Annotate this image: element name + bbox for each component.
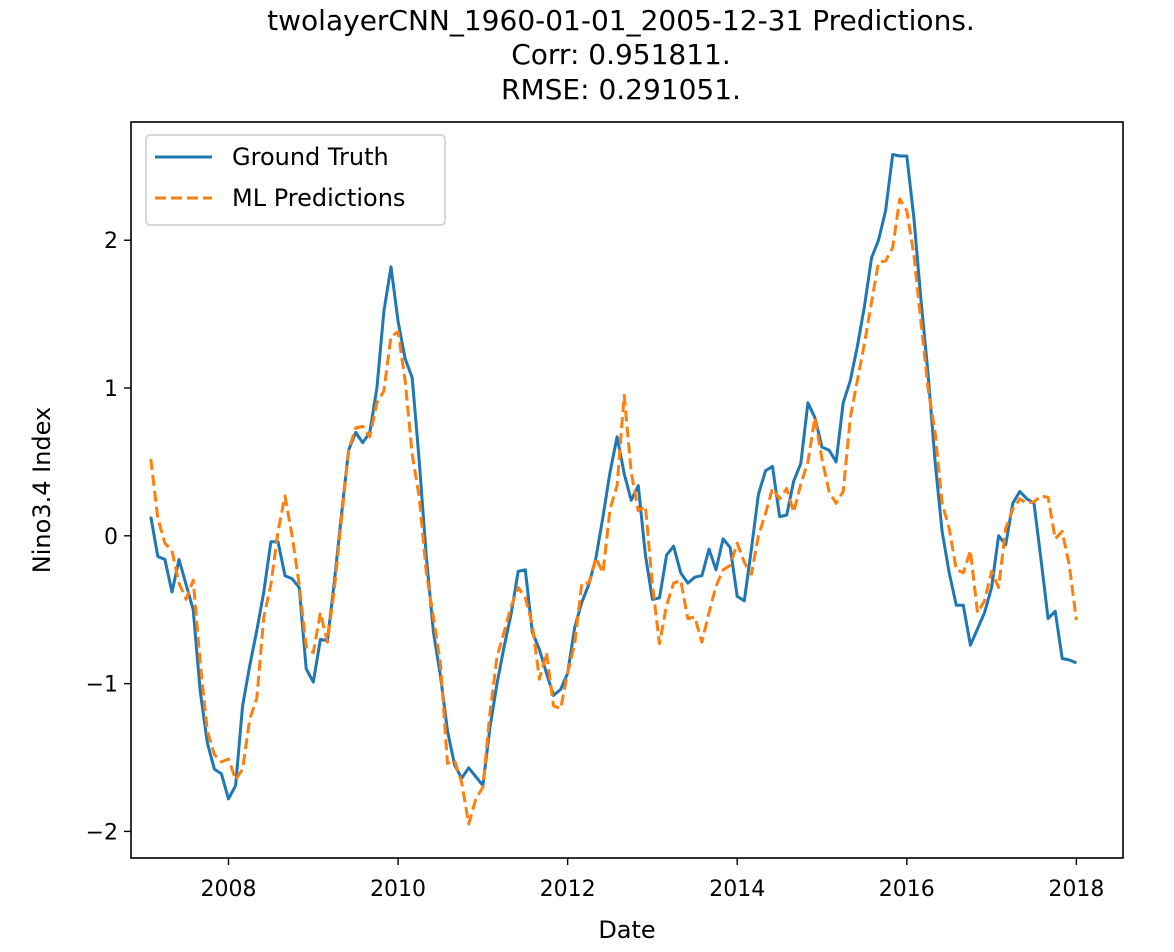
chart-title-line-3: RMSE: 0.291051. [501, 73, 741, 106]
x-tick-label: 2010 [370, 877, 426, 902]
y-tick-label: −1 [86, 673, 118, 698]
chart-title-line-2: Corr: 0.951811. [511, 38, 731, 71]
series-line-ml-predictions [149, 197, 1078, 826]
x-tick-label: 2008 [201, 877, 257, 902]
legend-label-ground-truth: Ground Truth [232, 143, 389, 171]
y-tick-label: 0 [104, 525, 118, 550]
series-line-ground-truth [149, 153, 1077, 801]
y-tick-label: 1 [104, 377, 118, 402]
legend-label-ml-predictions: ML Predictions [232, 184, 405, 212]
legend: Ground Truth ML Predictions [145, 134, 446, 226]
x-tick-label: 2016 [879, 877, 935, 902]
x-axis-label: Date [598, 916, 655, 944]
x-tick-label: 2018 [1048, 877, 1104, 902]
x-tick-label: 2012 [540, 877, 596, 902]
chart-title-line-1: twolayerCNN_1960-01-01_2005-12-31 Predic… [267, 4, 975, 37]
x-tick-label: 2014 [709, 877, 765, 902]
y-tick-label: 2 [104, 229, 118, 254]
y-tick-label: −2 [86, 820, 118, 845]
tick-layer: 2008 2010 2012 2014 2016 2018 −2 −1 0 1 2 [86, 229, 1105, 902]
plot-frame [130, 121, 1124, 859]
y-axis-label: Nino3.4 Index [28, 407, 56, 573]
series-layer [149, 153, 1078, 826]
legend-box [145, 134, 446, 226]
